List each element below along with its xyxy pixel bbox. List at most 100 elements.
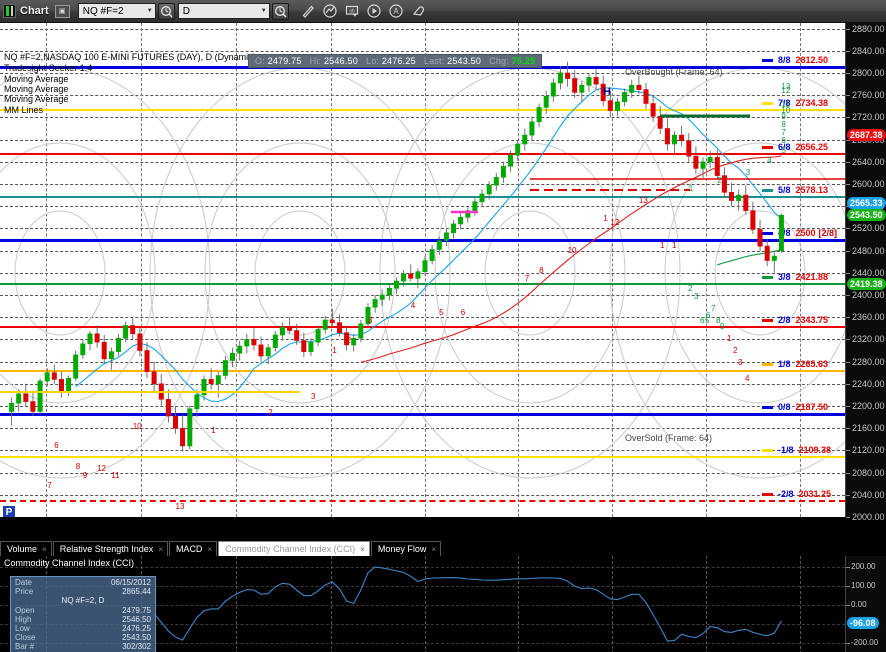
tooltip-row: Low 2476.25 — [11, 624, 155, 633]
alert-button[interactable]: A — [386, 2, 407, 20]
chart-title: NQ #F=2,NASDAQ 100 E-MINI FUTURES (DAY),… — [4, 52, 256, 62]
indicator-axis[interactable]: 200.00 100.00 0.00 -200.00 -96.08 — [845, 556, 886, 652]
close-icon[interactable]: × — [431, 544, 437, 554]
indicator-grid-line-vertical — [425, 556, 426, 652]
candle-body — [664, 128, 670, 145]
indicator-tab-commodity-channel-index-cci[interactable]: Commodity Channel Index (CCI) × — [218, 541, 370, 556]
close-icon[interactable]: × — [42, 544, 47, 554]
close-icon[interactable]: × — [207, 544, 213, 554]
tooltip-value: 06/15/2012 — [110, 578, 151, 587]
price-axis-tick: 2520.00 — [846, 223, 886, 234]
indicator-grid-line — [0, 586, 845, 588]
indicator-grid-line-vertical — [518, 556, 519, 652]
indicator-tab-relative-strength-index[interactable]: Relative Strength Index × — [52, 541, 168, 556]
mm-label-swatch — [762, 449, 773, 453]
study-seeker: Tradesight Seeker 1.4 — [4, 63, 93, 73]
candle-body — [493, 177, 499, 186]
trendline-button[interactable] — [320, 2, 341, 20]
candle-body — [415, 271, 421, 279]
mm-label-4-8: 4/8 2500 [2/8] — [778, 228, 837, 238]
indicator-grid-line-vertical — [706, 556, 707, 652]
candle-body — [721, 175, 727, 193]
indicator-tab-volume[interactable]: Volume × — [0, 541, 52, 556]
price-axis-tick: 2480.00 — [846, 246, 886, 257]
candle-body — [565, 72, 571, 79]
price-axis-tick: 2320.00 — [846, 334, 886, 345]
candle-body — [543, 96, 549, 108]
candle-body — [593, 77, 599, 85]
candle-body — [429, 249, 435, 261]
candle-body — [215, 375, 221, 385]
indicator-tab-label: Money Flow — [377, 543, 427, 554]
candle-body — [700, 161, 706, 169]
overbought-label: OverBought (Frame: 64) — [625, 67, 723, 77]
candle-body — [180, 427, 186, 447]
annotation-button[interactable]: ab — [342, 2, 363, 20]
position-marker[interactable]: P — [2, 505, 16, 517]
candle-body — [557, 72, 563, 84]
candle-body — [251, 339, 257, 346]
price-axis-tick: 2040.00 — [846, 490, 886, 501]
candle-body — [194, 394, 200, 410]
draw-pencil-button[interactable] — [298, 2, 319, 20]
indicator-tab-macd[interactable]: MACD × — [168, 541, 218, 556]
tooltip-value: 2476.25 — [122, 624, 151, 633]
candle-body — [344, 332, 350, 346]
price-axis[interactable]: 2880.002840.002800.002760.002720.002680.… — [845, 23, 886, 522]
app-logo-icon — [3, 4, 16, 18]
candle-body — [579, 84, 585, 93]
price-axis-tick: 2840.00 — [846, 46, 886, 57]
candle-body — [450, 223, 456, 234]
mm-label-price: 2031.25 — [798, 488, 832, 499]
cci-line-series — [153, 566, 782, 642]
svg-text:ab: ab — [349, 9, 355, 15]
mm-label-price: 2812.50 — [795, 55, 829, 66]
eraser-button[interactable] — [408, 2, 429, 20]
close-icon[interactable]: × — [158, 544, 163, 554]
close-icon[interactable]: × — [360, 544, 365, 554]
tooltip-key: High — [15, 615, 32, 624]
mm-label-tag: [2/8] — [818, 228, 838, 239]
indicator-grid-line — [0, 605, 845, 606]
mm-label-2-8: 2/8 2343.75 — [778, 315, 828, 325]
mm-label-price: 2265.63 — [795, 358, 829, 369]
mm-line--2-8 — [0, 499, 845, 502]
indicator-grid-line-vertical — [800, 556, 801, 652]
candle-body — [9, 402, 15, 412]
axis-tag-last: 2543.50 — [847, 209, 886, 222]
candle-body — [757, 229, 763, 247]
candle-body — [329, 319, 335, 324]
symbol-select[interactable]: NQ #F=2 ▼ — [77, 3, 156, 19]
price-chart-pane[interactable]: 8/8 2812.50 7/8 2734.38 6/8 2656.25 5/8 2578.13… — [0, 23, 845, 517]
price-axis-tick: 2200.00 — [846, 401, 886, 412]
indicator-tab-money-flow[interactable]: Money Flow × — [370, 541, 442, 556]
axis-tag-resistance: 2687.38 — [847, 129, 886, 142]
interval-clock-button[interactable] — [271, 2, 289, 20]
price-series-layer — [9, 61, 784, 452]
candle-body — [44, 372, 50, 382]
interval-select[interactable]: D ▼ — [177, 3, 270, 19]
mm-label-level: 3/8 — [778, 271, 791, 282]
mm-line-4-8 — [0, 239, 845, 243]
candle-body — [173, 415, 179, 429]
candle-body — [208, 378, 214, 384]
candle-body — [358, 323, 364, 339]
moving-average-10 — [75, 87, 782, 403]
candle-body — [507, 154, 513, 167]
expand-icon[interactable]: ▣ — [54, 4, 70, 18]
candle-body — [201, 378, 207, 396]
candle-body — [750, 210, 756, 230]
indicator-tab-strip[interactable]: Volume × Relative Strength Index × MACD × Comm… — [0, 540, 886, 556]
play-button[interactable] — [364, 2, 385, 20]
mm-label-level: -1/8 — [778, 445, 794, 456]
candle-body — [522, 134, 528, 145]
candle-body — [707, 157, 713, 163]
candle-body — [258, 344, 264, 357]
candle-body — [650, 103, 656, 117]
candle-body — [130, 325, 136, 335]
mm-line-5-8 — [0, 196, 845, 199]
mm-label--2-8: -2/8 2031.25 — [778, 489, 831, 499]
symbol-lookup-button[interactable] — [157, 2, 175, 20]
mm-label-5-8: 5/8 2578.13 — [778, 185, 828, 195]
